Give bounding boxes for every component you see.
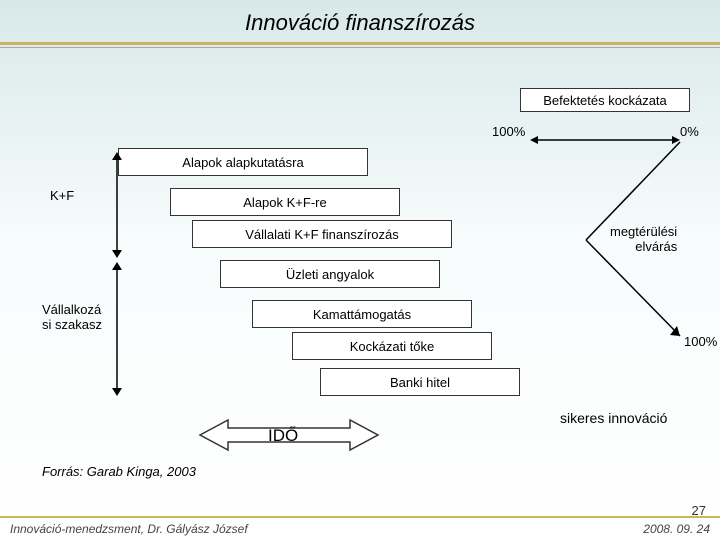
- success-label: sikeres innováció: [560, 410, 667, 426]
- step-box-6: Banki hitel: [320, 368, 520, 396]
- footer-left: Innováció-menedzsment, Dr. Gályász Józse…: [10, 522, 248, 536]
- risk-header-box: Befektetés kockázata: [520, 88, 690, 112]
- step-box-5: Kockázati tőke: [292, 332, 492, 360]
- title-underline: [0, 42, 720, 45]
- left-label-vall: Vállalkozá si szakasz: [42, 302, 102, 332]
- step-box-3: Üzleti angyalok: [220, 260, 440, 288]
- footer: Innováció-menedzsment, Dr. Gályász Józse…: [0, 516, 720, 540]
- step-box-4: Kamattámogatás: [252, 300, 472, 328]
- step-box-2: Vállalati K+F finanszírozás: [192, 220, 452, 248]
- step-box-1: Alapok K+F-re: [170, 188, 400, 216]
- time-label: IDŐ: [268, 426, 298, 446]
- step-box-0: Alapok alapkutatásra: [118, 148, 368, 176]
- diagram-canvas: Befektetés kockázata 100% 0% 100% K+F Vá…: [0, 48, 720, 478]
- footer-right: 2008. 09. 24: [643, 522, 710, 536]
- diagonal-return-arrow: [530, 140, 690, 340]
- axis-100-top: 100%: [492, 124, 525, 139]
- page-title: Innováció finanszírozás: [0, 0, 720, 42]
- left-label-kf: K+F: [50, 188, 74, 203]
- axis-0-top: 0%: [680, 124, 699, 139]
- phase-bar-kf: [112, 152, 122, 258]
- source-label: Forrás: Garab Kinga, 2003: [42, 464, 196, 479]
- phase-bar-vall: [112, 262, 122, 396]
